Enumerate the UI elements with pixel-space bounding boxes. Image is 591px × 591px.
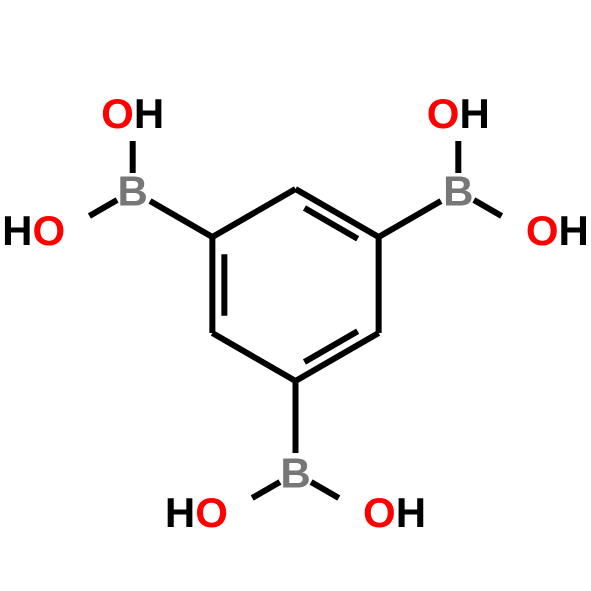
- hydroxyl-label: OH: [526, 207, 589, 254]
- b-o-bond: [474, 200, 502, 216]
- b-o-bond: [252, 482, 280, 498]
- hydroxyl-label: HO: [2, 207, 65, 254]
- molecule-diagram: B HO OH B OH OH B HO OH: [0, 0, 591, 591]
- hydroxyl-label: OH: [427, 90, 490, 137]
- c-b-bond: [379, 201, 441, 237]
- hydroxyl-label: HO: [165, 489, 228, 536]
- boron-atom: B: [443, 168, 473, 215]
- hydroxyl-label: OH: [101, 90, 164, 137]
- boron-atom: B: [118, 168, 148, 215]
- b-o-bond: [311, 482, 339, 498]
- boron-atom: B: [280, 450, 310, 497]
- hydroxyl-label: OH: [363, 489, 426, 536]
- ring-bond: [212, 189, 295, 237]
- ring-bond: [212, 333, 295, 381]
- c-b-bond: [150, 201, 212, 237]
- b-o-bond: [89, 200, 117, 216]
